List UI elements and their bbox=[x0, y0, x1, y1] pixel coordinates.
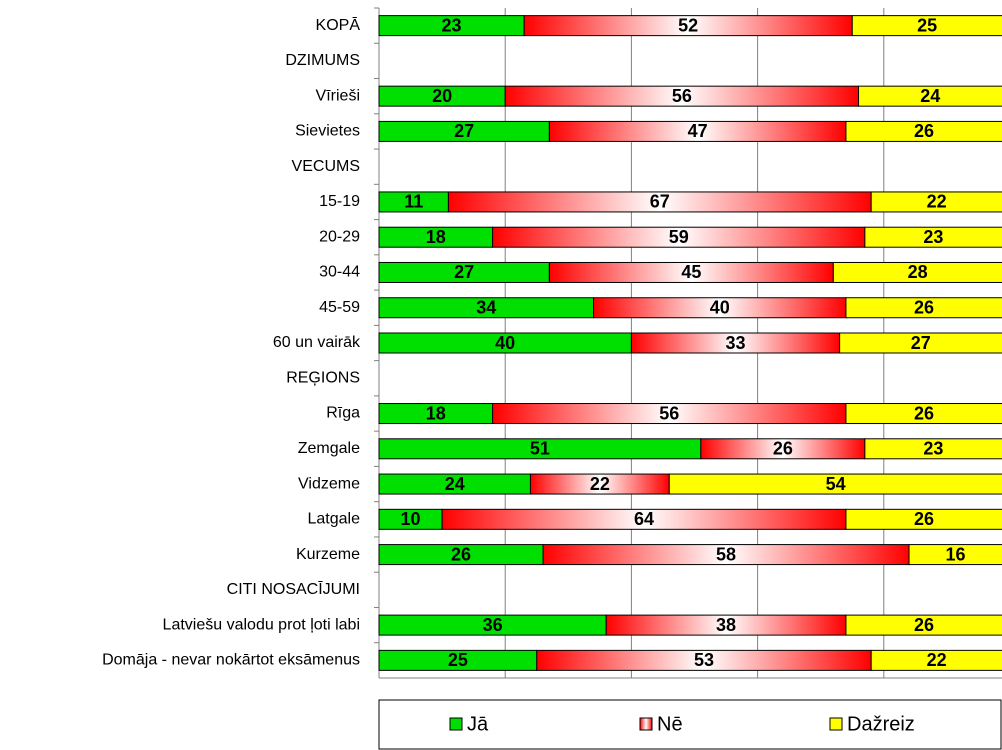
category-label: Zemgale bbox=[298, 440, 360, 457]
category-label: DZIMUMS bbox=[285, 52, 360, 69]
bar-segment bbox=[845, 403, 1002, 425]
data-label: 40 bbox=[710, 297, 730, 317]
data-label: 64 bbox=[634, 509, 654, 529]
data-label: 26 bbox=[914, 297, 934, 317]
bar-segment bbox=[870, 649, 1002, 671]
legend-box bbox=[378, 699, 1002, 750]
category-label: 60 un vairāk bbox=[273, 334, 361, 351]
data-label: 47 bbox=[688, 121, 708, 141]
data-label: 34 bbox=[476, 297, 496, 317]
legend-swatch bbox=[449, 717, 463, 731]
data-label: 59 bbox=[669, 227, 689, 247]
data-label: 27 bbox=[454, 262, 474, 282]
bar-segment bbox=[864, 438, 1002, 460]
bar-segment bbox=[839, 332, 1002, 354]
data-label: 24 bbox=[445, 474, 465, 494]
data-label: 22 bbox=[927, 192, 947, 212]
data-label: 26 bbox=[914, 403, 934, 423]
legend-label: Dažreiz bbox=[847, 713, 915, 735]
category-label: Rīga bbox=[326, 405, 360, 422]
data-label: 33 bbox=[725, 333, 745, 353]
data-label: 22 bbox=[927, 650, 947, 670]
bar-segment bbox=[845, 614, 1002, 636]
legend-label: Jā bbox=[467, 713, 489, 735]
data-label: 23 bbox=[923, 439, 943, 459]
category-label: Vidzeme bbox=[298, 475, 360, 492]
category-label: 15-19 bbox=[319, 193, 360, 210]
data-label: 10 bbox=[401, 509, 421, 529]
category-label: 20-29 bbox=[319, 228, 360, 245]
data-label: 52 bbox=[678, 15, 698, 35]
bar-segment bbox=[870, 191, 1002, 213]
category-label: 45-59 bbox=[319, 299, 360, 316]
data-label: 67 bbox=[650, 192, 670, 212]
data-label: 51 bbox=[530, 439, 550, 459]
bar-segment bbox=[858, 85, 1002, 107]
category-label: Kurzeme bbox=[296, 546, 360, 563]
data-label: 20 bbox=[432, 86, 452, 106]
data-label: 58 bbox=[716, 544, 736, 564]
data-label: 56 bbox=[672, 86, 692, 106]
category-label: KOPĀ bbox=[316, 16, 361, 34]
category-label: Sievietes bbox=[295, 123, 360, 140]
data-label: 25 bbox=[448, 650, 468, 670]
bar-segment bbox=[908, 544, 1002, 566]
bar-segment bbox=[864, 226, 1002, 248]
data-label: 16 bbox=[946, 544, 966, 564]
data-label: 53 bbox=[694, 650, 714, 670]
data-label: 45 bbox=[681, 262, 701, 282]
category-label: Domāja - nevar nokārtot eksāmenus bbox=[102, 652, 360, 669]
category-label: Latgale bbox=[308, 511, 361, 528]
data-label: 25 bbox=[917, 15, 937, 35]
data-label: 18 bbox=[426, 227, 446, 247]
legend-swatch bbox=[829, 717, 843, 731]
data-label: 26 bbox=[914, 615, 934, 635]
data-label: 11 bbox=[404, 192, 423, 212]
legend-label: Nē bbox=[657, 713, 683, 735]
legend-swatch bbox=[639, 717, 653, 731]
data-label: 26 bbox=[914, 121, 934, 141]
data-label: 26 bbox=[914, 509, 934, 529]
data-label: 56 bbox=[659, 403, 679, 423]
category-label: 30-44 bbox=[319, 264, 360, 281]
bar-segment bbox=[832, 261, 1002, 283]
data-label: 27 bbox=[911, 333, 931, 353]
category-label: VECUMS bbox=[292, 158, 360, 175]
bar-segment bbox=[845, 508, 1002, 530]
data-label: 26 bbox=[451, 544, 471, 564]
data-label: 28 bbox=[908, 262, 928, 282]
category-label: Latviešu valodu prot ļoti labi bbox=[163, 616, 360, 633]
data-label: 38 bbox=[716, 615, 736, 635]
data-label: 23 bbox=[442, 15, 462, 35]
data-label: 27 bbox=[454, 121, 474, 141]
bar-segment bbox=[668, 473, 1002, 495]
data-label: 23 bbox=[923, 227, 943, 247]
data-label: 36 bbox=[483, 615, 503, 635]
data-label: 40 bbox=[495, 333, 515, 353]
category-label: CITI NOSACĪJUMI bbox=[227, 580, 360, 598]
data-label: 54 bbox=[826, 474, 846, 494]
data-label: 22 bbox=[590, 474, 610, 494]
data-label: 24 bbox=[920, 86, 940, 106]
bar-segment bbox=[845, 120, 1002, 142]
data-label: 26 bbox=[773, 439, 793, 459]
data-label: 18 bbox=[426, 403, 446, 423]
bar-segment bbox=[851, 15, 1002, 37]
bar-segment bbox=[845, 297, 1002, 319]
category-label: REĢIONS bbox=[286, 369, 360, 386]
category-label: Vīrieši bbox=[316, 87, 360, 104]
